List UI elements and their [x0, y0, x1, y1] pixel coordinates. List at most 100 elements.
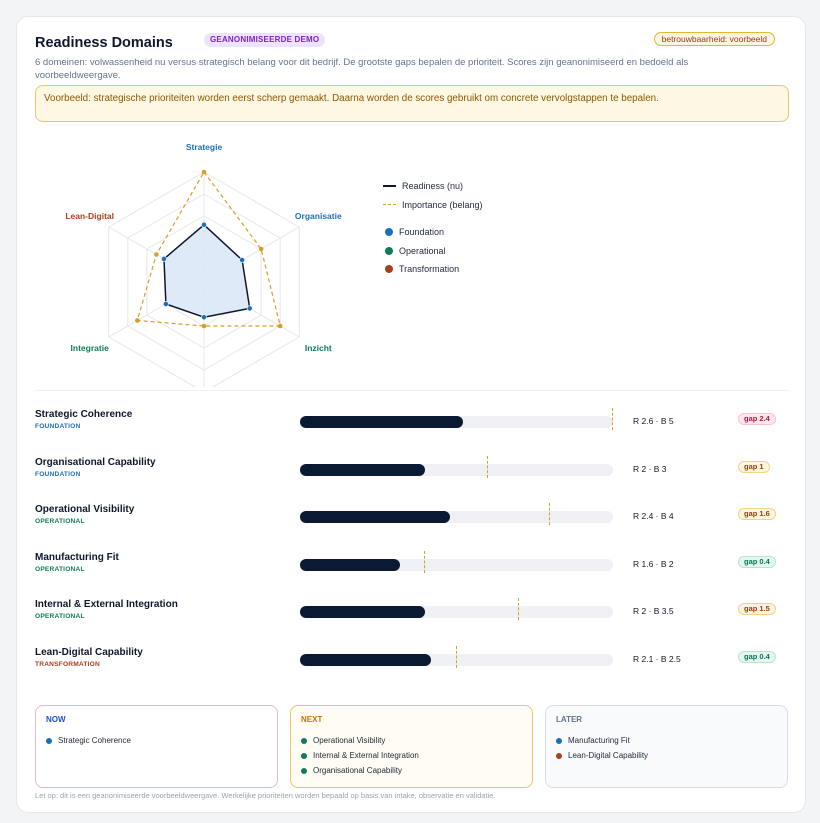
priority-later-title: LATER	[556, 715, 583, 724]
priority-dot	[301, 752, 307, 759]
importance-point	[258, 246, 264, 252]
domain-name: Internal & External Integration	[35, 599, 178, 611]
gap-badge: gap 1.5	[738, 603, 776, 616]
domain-group: FOUNDATION	[35, 470, 81, 478]
domain-row: Organisational Capability FOUNDATION R 2 ·…	[35, 455, 789, 503]
domain-name: Strategic Coherence	[35, 409, 133, 420]
priority-dot	[46, 737, 52, 744]
legend-groups: Foundation Operational Transformation	[383, 223, 483, 279]
readiness-bar	[300, 558, 401, 571]
priority-later-box: LATER Manufacturing Fit Lean-Digital Capa…	[545, 705, 788, 788]
importance-marker	[424, 550, 426, 573]
readiness-track	[300, 645, 613, 668]
radar-axis-label: Integratie	[71, 343, 110, 353]
gap-badge: gap 0.4	[738, 650, 776, 663]
priority-dot	[301, 767, 307, 774]
importance-marker	[612, 408, 613, 430]
importance-point	[277, 323, 283, 329]
importance-point	[201, 169, 207, 175]
gap-badge: gap 2.4	[738, 413, 776, 425]
domain-list: Strategic Coherence FOUNDATION R 2.6 · B 5…	[35, 407, 789, 693]
readiness-track	[300, 598, 613, 621]
readiness-bar	[300, 463, 426, 476]
priority-next-box: NEXT Operational Visibility Internal & Ex…	[290, 705, 533, 788]
domain-name: Operational Visibility	[35, 504, 135, 516]
footnote: Let op: dit is een geanonimiseerde voorb…	[35, 791, 496, 800]
priority-item: Organisational Capability	[301, 763, 522, 778]
readiness-line-swatch	[383, 185, 396, 188]
legend-group-label: Transformation	[399, 264, 460, 275]
radar-axis-label: Lean-Digital	[65, 211, 114, 221]
radar-axis-label: Strategie	[186, 142, 223, 152]
domain-score: R 2.4 · B 4	[633, 511, 674, 522]
importance-point	[135, 318, 140, 323]
legend-readiness: Readiness (nu)	[383, 177, 483, 196]
importance-line-swatch	[383, 204, 396, 206]
gap-badge: gap 1.6	[738, 508, 776, 521]
legend-readiness-label: Readiness (nu)	[402, 181, 464, 192]
domain-score: R 2.6 · B 5	[633, 416, 674, 426]
priority-item: Strategic Coherence	[46, 733, 267, 748]
demo-badge: GEANONIMISEERDE DEMO	[204, 33, 326, 47]
domain-name: Manufacturing Fit	[35, 551, 119, 563]
domain-group: FOUNDATION	[35, 423, 81, 430]
domain-row: Lean-Digital Capability TRANSFORMATION R 2…	[35, 645, 789, 693]
readiness-track	[300, 408, 613, 430]
readiness-point	[239, 257, 246, 263]
radar-axis-label: Inzicht	[305, 343, 332, 353]
domain-group: OPERATIONAL	[35, 518, 85, 526]
priority-now-title: NOW	[46, 715, 66, 724]
priority-dot	[556, 752, 562, 759]
readiness-point	[201, 221, 207, 228]
readiness-bar	[300, 606, 426, 619]
domain-name: Organisational Capability	[35, 456, 156, 468]
priority-item-label: Organisational Capability	[313, 766, 402, 775]
page-subtitle: 6 domeinen: volwassenheid nu versus stra…	[35, 57, 689, 81]
readiness-card: Readiness Domains GEANONIMISEERDE DEMO b…	[16, 16, 806, 813]
priority-item-label: Strategic Coherence	[58, 736, 131, 745]
gap-badge: gap 0.4	[738, 555, 776, 568]
readiness-track	[300, 550, 613, 573]
priority-item-label: Manufacturing Fit	[568, 736, 630, 745]
importance-point	[201, 323, 207, 329]
domain-score: R 2 · B 3.5	[633, 606, 674, 617]
importance-marker	[549, 503, 551, 526]
domain-group: TRANSFORMATION	[35, 660, 100, 668]
readiness-series-line	[163, 223, 251, 318]
priority-dot	[301, 737, 307, 744]
priority-item-label: Internal & External Integration	[313, 751, 419, 760]
reliability-badge: betrouwbaarheid: voorbeeld	[653, 32, 775, 46]
readiness-point	[246, 305, 253, 312]
domain-row: Strategic Coherence FOUNDATION R 2.6 · B 5…	[35, 407, 789, 455]
domain-group: OPERATIONAL	[35, 565, 85, 573]
importance-marker	[518, 598, 520, 621]
readiness-bar	[300, 511, 451, 524]
priority-now-box: NOW Strategic Coherence	[35, 705, 278, 788]
page-title: Readiness Domains	[35, 35, 173, 51]
readiness-bar	[300, 653, 432, 666]
priority-next-items: Operational Visibility Internal & Externa…	[301, 733, 522, 778]
section-divider	[35, 390, 789, 391]
priority-item: Operational Visibility	[301, 733, 522, 748]
importance-marker	[486, 455, 488, 478]
domain-score: R 1.6 · B 2	[633, 558, 674, 569]
priority-now-items: Strategic Coherence	[46, 733, 267, 748]
legend-group-label: Operational	[399, 245, 446, 256]
readiness-track	[300, 503, 613, 526]
importance-point	[154, 252, 159, 257]
priority-dot	[556, 737, 562, 744]
priority-later-items: Manufacturing Fit Lean-Digital Capability	[556, 733, 777, 763]
domain-group: OPERATIONAL	[35, 613, 85, 621]
legend-group-transformation: Transformation	[383, 260, 483, 279]
radar-axis-label: Organisatie	[295, 211, 342, 221]
domain-name: Lean-Digital Capability	[35, 646, 143, 658]
legend-dot	[385, 265, 393, 274]
legend-dot	[385, 228, 393, 237]
priority-item: Manufacturing Fit	[556, 733, 777, 748]
domain-row: Manufacturing Fit OPERATIONAL R 1.6 · B 2 g…	[35, 550, 789, 598]
legend-dot	[385, 246, 393, 255]
domain-row: Operational Visibility OPERATIONAL R 2.4 ·…	[35, 502, 789, 550]
gap-badge: gap 1	[738, 460, 770, 473]
priority-item-label: Operational Visibility	[313, 736, 386, 745]
readiness-bar	[300, 416, 463, 428]
